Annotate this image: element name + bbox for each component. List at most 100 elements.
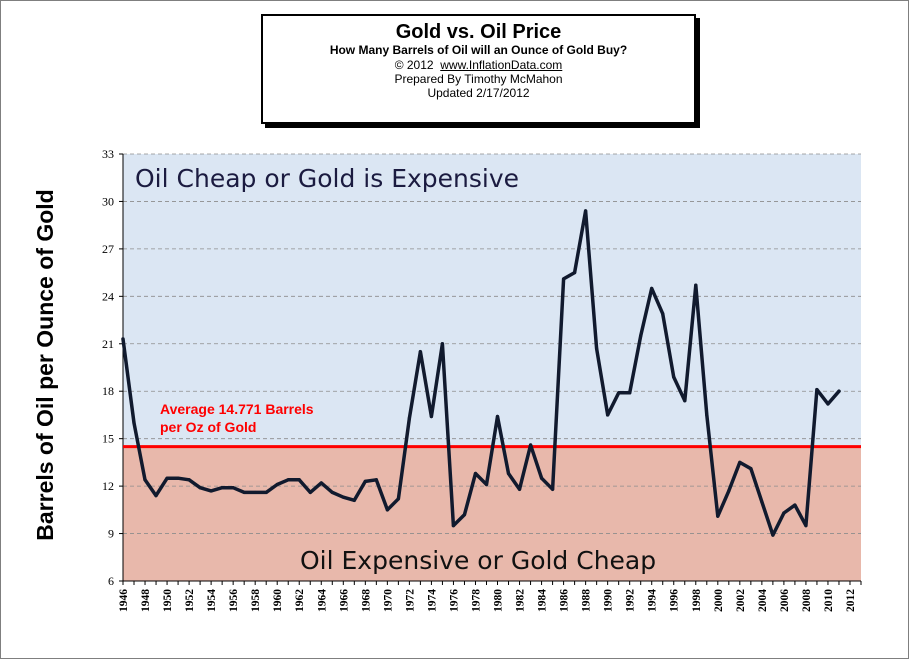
x-tick-label: 1996 — [669, 589, 681, 612]
data-point — [539, 476, 544, 480]
data-point — [143, 478, 147, 482]
data-point — [330, 490, 334, 495]
data-point — [617, 391, 621, 395]
x-tick-label: 1986 — [559, 589, 571, 612]
x-tick-label: 1992 — [625, 589, 637, 612]
x-tick-label: 1990 — [603, 589, 615, 612]
prepared-by: Prepared By Timothy McMahon — [394, 72, 563, 86]
data-point — [473, 471, 478, 476]
x-tick-label: 2010 — [823, 589, 835, 612]
data-point — [253, 490, 257, 495]
x-tick-label: 1972 — [404, 589, 416, 612]
data-point — [683, 399, 687, 403]
y-tick-label: 24 — [102, 289, 114, 303]
x-tick-label: 1980 — [493, 589, 505, 612]
y-tick-label: 9 — [108, 527, 114, 541]
data-point — [352, 498, 356, 502]
region-upper — [123, 154, 861, 447]
data-point — [716, 514, 720, 518]
data-point — [209, 489, 213, 493]
y-tick-label: 33 — [102, 147, 114, 161]
data-point — [286, 478, 290, 482]
x-tick-label: 1952 — [184, 589, 196, 612]
data-point — [385, 508, 389, 512]
data-point — [451, 524, 456, 528]
data-point — [760, 500, 764, 504]
data-point — [672, 375, 676, 379]
data-point — [429, 414, 434, 419]
data-point — [132, 421, 136, 425]
x-tick-label: 2012 — [845, 589, 857, 612]
data-point — [176, 476, 180, 480]
chart-subtitle: How Many Barrels of Oil will an Ounce of… — [329, 43, 628, 57]
data-point — [694, 283, 698, 287]
x-tick-label: 1962 — [294, 589, 306, 612]
data-point — [595, 346, 599, 351]
source-link[interactable]: www.InflationData.com — [440, 58, 563, 72]
x-tick-label: 1958 — [250, 589, 262, 612]
data-point — [793, 503, 797, 507]
data-point — [341, 495, 345, 499]
data-point — [628, 391, 632, 395]
y-tick-label: 21 — [102, 337, 114, 351]
x-tick-label: 1954 — [206, 589, 218, 612]
data-point — [374, 478, 378, 482]
data-point — [495, 414, 500, 419]
y-tick-label: 15 — [102, 432, 114, 446]
series-line — [121, 209, 841, 537]
y-tick-label: 27 — [102, 242, 114, 256]
x-tick-label: 1976 — [448, 589, 460, 612]
x-tick-label: 1946 — [118, 589, 130, 612]
data-point — [528, 443, 533, 447]
x-tick-label: 1978 — [470, 589, 482, 612]
data-point — [440, 342, 445, 346]
data-point — [804, 524, 808, 528]
y-tick-label: 30 — [102, 194, 114, 208]
x-tick-label: 1960 — [272, 589, 284, 612]
data-point — [561, 277, 566, 281]
x-tick-label: 1968 — [360, 589, 372, 612]
data-point — [639, 334, 643, 338]
average-label-line1: Average 14.771 Barrels — [160, 401, 314, 417]
data-point — [727, 489, 731, 493]
data-point — [242, 490, 246, 495]
data-point — [198, 486, 202, 490]
data-point — [749, 467, 753, 471]
data-point — [650, 286, 654, 291]
title-box: Gold vs. Oil Price How Many Barrels of O… — [261, 14, 696, 124]
data-point — [418, 350, 423, 354]
data-point — [165, 476, 169, 480]
x-tick-label: 1988 — [581, 589, 593, 612]
x-tick-label: 1950 — [162, 589, 174, 612]
data-point — [231, 486, 235, 490]
data-point — [319, 481, 323, 485]
data-point — [584, 209, 588, 213]
data-point — [121, 337, 125, 341]
x-tick-label: 2000 — [713, 589, 725, 612]
x-tick-label: 1994 — [647, 589, 659, 612]
data-point — [363, 479, 367, 483]
data-point — [264, 490, 268, 495]
data-point — [462, 512, 467, 517]
data-point — [517, 487, 522, 491]
data-point — [771, 533, 775, 537]
data-point — [154, 494, 158, 498]
region-upper-label: Oil Cheap or Gold is Expensive — [135, 164, 519, 193]
x-tick-label: 1964 — [316, 589, 328, 612]
data-point — [308, 490, 312, 495]
x-tick-label: 1984 — [537, 589, 549, 612]
y-tick-label: 12 — [102, 479, 114, 493]
x-tick-label: 1974 — [426, 589, 438, 612]
data-point — [782, 511, 786, 515]
data-point — [275, 482, 279, 487]
chart-title: Gold vs. Oil Price — [395, 21, 562, 43]
data-point — [826, 402, 830, 406]
x-tick-label: 1982 — [515, 589, 527, 612]
x-tick-label: 2008 — [801, 589, 813, 612]
data-point — [297, 478, 301, 482]
data-point — [407, 416, 411, 420]
updated-date: Updated 2/17/2012 — [427, 86, 530, 100]
copyright-line: © 2012 www.InflationData.com — [263, 58, 694, 72]
